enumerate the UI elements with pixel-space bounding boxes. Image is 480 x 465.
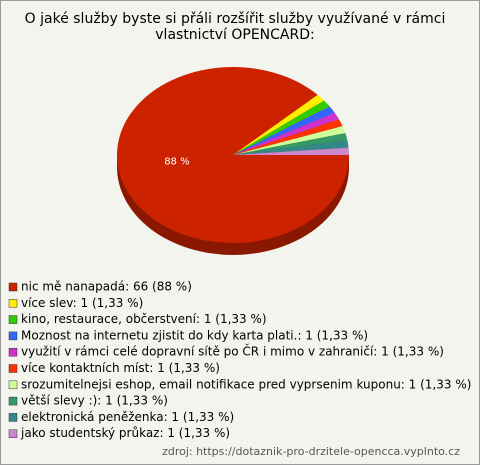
legend-label: Moznost na internetu zjistit do kdy kart… [21,328,368,342]
legend-label: srozumitelnejsi eshop, email notifikace … [21,377,471,391]
chart-title: O jaké služby byste si přáli rozšířit sl… [25,11,446,27]
legend-label: nic mě nanapadá: 66 (88 %) [21,280,192,294]
legend-swatch [8,380,18,390]
pie-slice [233,126,346,155]
pie-slice [233,147,349,155]
legend-swatch [8,364,18,373]
legend-swatch [8,413,18,422]
value-label: 88 % [164,156,189,167]
pie-slice [233,100,330,155]
legend-label: elektronická peněženka: 1 (1,33 %) [21,410,234,424]
pie-slice [233,106,335,155]
pie-slice [233,133,348,155]
legend-swatch [8,429,18,438]
legend-swatch [8,299,18,308]
legend-label: využití v rámci celé dopravní sítě po ČR… [21,344,444,359]
pie-slice [233,140,349,155]
pie-slice [233,119,343,155]
legend-swatch [8,331,18,341]
pie-slice [233,112,340,155]
legend-label: více kontaktních míst: 1 (1,33 %) [21,361,220,375]
legend-swatch [8,396,18,406]
legend-swatch [8,347,18,357]
legend-label: více slev: 1 (1,33 %) [21,296,143,310]
chart-title: vlastnictví OPENCARD: [155,27,314,43]
legend-swatch [8,315,18,324]
source: zdroj: https://dotaznik-pro-drzitele-ope… [162,445,460,458]
pie-slice [233,94,325,155]
legend-swatch [8,282,18,292]
legend-label: kino, restaurace, občerstvení: 1 (1,33 %… [21,312,267,326]
legend-label: větší slevy :): 1 (1,33 %) [21,394,168,408]
legend-label: jako studentský průkaz: 1 (1,33 %) [20,426,230,440]
